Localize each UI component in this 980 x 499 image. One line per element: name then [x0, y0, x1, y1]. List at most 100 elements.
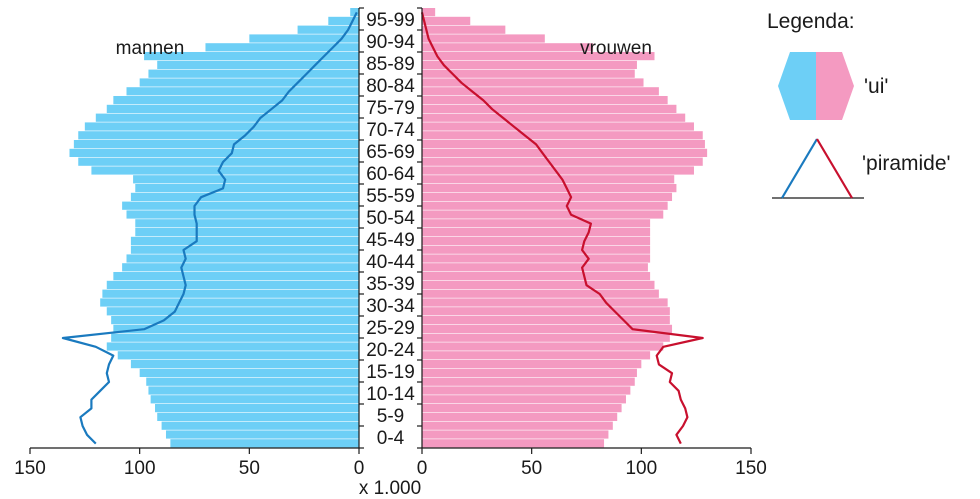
female-bar-age-92: [422, 34, 545, 43]
female-bar-age-18: [422, 360, 642, 369]
age-group-label: 20-24: [366, 340, 415, 361]
age-group-label: 45-49: [366, 230, 415, 251]
age-group-label: 40-44: [366, 252, 415, 273]
age-axis: 0-45-910-1415-1920-2425-2930-3435-3940-4…: [358, 7, 423, 449]
male-bars: [69, 8, 360, 448]
female-bar-age-10: [422, 395, 626, 404]
female-bar-age-86: [422, 60, 637, 69]
age-group-label: 5-9: [377, 406, 404, 427]
female-bar-age-58: [422, 184, 677, 193]
female-bar-age-14: [422, 377, 635, 386]
male-bar-age-0: [170, 439, 359, 448]
female-bar-age-50: [422, 219, 651, 228]
male-bar-age-98: [350, 8, 359, 17]
male-bar-age-10: [150, 395, 359, 404]
female-bar-age-80: [422, 87, 659, 96]
male-bar-age-54: [122, 201, 360, 210]
male-bar-age-52: [126, 210, 359, 219]
female-bar-age-66: [422, 148, 708, 157]
age-group-label: 50-54: [366, 208, 415, 229]
female-bar-age-72: [422, 122, 694, 131]
male-bar-age-14: [146, 377, 359, 386]
male-bar-age-8: [155, 404, 359, 413]
male-bar-age-6: [157, 412, 359, 421]
male-bar-age-66: [69, 148, 359, 157]
female-bar-age-6: [422, 412, 618, 421]
female-bar-age-8: [422, 404, 622, 413]
male-bar-age-84: [148, 69, 359, 78]
female-bar-age-60: [422, 175, 675, 184]
female-bar-age-12: [422, 386, 631, 395]
male-bar-age-92: [249, 34, 359, 43]
male-bar-age-94: [297, 25, 359, 34]
female-group-label: vrouwen: [580, 38, 652, 59]
female-bar-age-26: [422, 324, 673, 333]
age-group-label: 65-69: [366, 142, 415, 163]
male-bar-age-70: [78, 131, 360, 140]
male-pyramid-line: [61, 11, 358, 445]
female-bar-age-94: [422, 25, 506, 34]
male-bar-age-62: [91, 166, 359, 175]
female-bar-age-98: [422, 8, 436, 17]
x-tick-label-left: 0: [354, 458, 365, 479]
male-bar-age-60: [133, 175, 359, 184]
female-bar-age-28: [422, 316, 670, 325]
male-bar-age-30: [106, 307, 360, 316]
x-tick-label-right: 0: [417, 458, 428, 479]
female-bar-age-22: [422, 342, 664, 351]
male-bar-age-32: [100, 298, 359, 307]
female-bar-age-30: [422, 307, 670, 316]
age-group-label: 95-99: [366, 10, 415, 31]
x-tick-label-left: 50: [239, 458, 260, 479]
female-bar-age-88: [422, 52, 655, 61]
female-bar-age-54: [422, 201, 668, 210]
male-bar-age-74: [95, 113, 360, 122]
female-bar-age-52: [422, 210, 664, 219]
male-bar-age-58: [135, 184, 359, 193]
female-bar-age-76: [422, 104, 677, 113]
female-bar-age-24: [422, 333, 670, 342]
female-bar-age-20: [422, 351, 651, 360]
male-bar-age-78: [113, 96, 359, 105]
female-bars: [422, 8, 708, 448]
age-group-label: 15-19: [366, 362, 415, 383]
female-bar-age-36: [422, 280, 655, 289]
female-bar-age-68: [422, 140, 705, 149]
male-bar-age-28: [111, 316, 359, 325]
male-bar-age-82: [139, 78, 359, 87]
female-bar-age-32: [422, 298, 668, 307]
pyramid-lines: [61, 11, 704, 445]
male-bar-age-48: [135, 228, 359, 237]
male-bar-age-50: [135, 219, 359, 228]
legend-ui-hexagon-right: [816, 52, 854, 120]
x-tick-label-right: 150: [735, 458, 767, 479]
female-bar-age-70: [422, 131, 703, 140]
legend-ui-hexagon-left: [778, 52, 816, 120]
male-bar-age-12: [148, 386, 359, 395]
age-group-label: 0-4: [377, 428, 405, 449]
female-bar-age-56: [422, 192, 673, 201]
male-bar-age-18: [130, 360, 359, 369]
male-group-label: mannen: [116, 38, 185, 59]
male-bar-age-20: [117, 351, 359, 360]
male-bar-age-76: [106, 104, 360, 113]
male-bar-age-86: [157, 60, 359, 69]
female-bar-age-4: [422, 421, 613, 430]
female-bar-age-78: [422, 96, 668, 105]
female-bar-age-0: [422, 439, 605, 448]
age-group-label: 80-84: [366, 76, 415, 97]
female-bar-age-2: [422, 430, 609, 439]
female-bar-age-44: [422, 245, 651, 254]
male-bar-age-44: [130, 245, 359, 254]
age-group-label: 90-94: [366, 32, 415, 53]
x-tick-label-left: 150: [14, 458, 46, 479]
female-bar-age-90: [422, 43, 594, 52]
male-bar-age-36: [106, 280, 360, 289]
female-bar-age-38: [422, 272, 651, 281]
axes: 150 100 50 0 0 50 100 150: [14, 447, 767, 479]
age-group-label: 85-89: [366, 54, 415, 75]
legend-ui-label: 'ui': [864, 75, 888, 98]
female-bar-age-84: [422, 69, 635, 78]
age-group-label: 10-14: [366, 384, 415, 405]
